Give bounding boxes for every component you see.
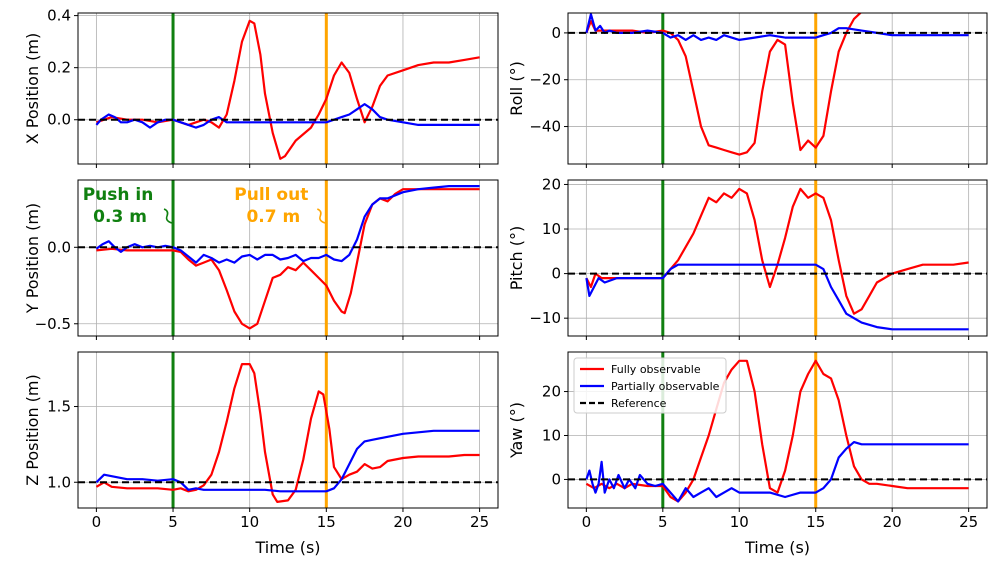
- x-tick-label: 20: [393, 513, 412, 531]
- y-axis-label: Roll (°): [507, 61, 526, 116]
- y-tick-label: 0: [551, 470, 561, 488]
- x-tick-label: 10: [730, 513, 749, 531]
- x-tick-label: 15: [806, 513, 825, 531]
- axes-frame: [567, 351, 988, 509]
- annotation-line-1: Push in: [83, 185, 154, 205]
- annotation-line-2: 0.7 m: [246, 207, 300, 227]
- series-line: [96, 19, 480, 160]
- x-axis-label: Time (s): [744, 538, 810, 557]
- y-axis-label: Y Position (m): [23, 203, 42, 314]
- y-tick-label: −40: [529, 118, 561, 136]
- x-tick-label: 20: [883, 513, 902, 531]
- legend: Fully observable Partially observable Refe…: [573, 357, 727, 414]
- y-tick-label: 10: [542, 220, 561, 238]
- y-tick-label: −20: [529, 71, 561, 89]
- legend-label: Partially observable: [611, 380, 720, 393]
- series-line: [585, 263, 969, 331]
- axes-frame: [77, 351, 499, 509]
- subplot-5: −10 0 10 20 Pitch (°): [507, 175, 988, 340]
- series-line: [585, 13, 969, 41]
- y-tick-label: 1.5: [47, 398, 71, 416]
- y-tick-label: 0.2: [47, 59, 71, 77]
- y-tick-label: 0.0: [47, 111, 71, 129]
- subplot-3: 0 5 10 15 20 25 1.0 1.5 Z Position (m) Time (s): [23, 351, 499, 557]
- annotation-line-1: Pull out: [234, 185, 308, 205]
- y-tick-label: 20: [542, 383, 561, 401]
- y-tick-label: 1.0: [47, 473, 71, 491]
- axes-frame: [567, 12, 988, 165]
- y-tick-label: 0: [551, 24, 561, 42]
- annotation-line-2: 0.3 m: [93, 207, 147, 227]
- axes-frame: [77, 12, 499, 165]
- series-line: [95, 103, 480, 129]
- annotation-squiggle: [163, 208, 173, 224]
- subplot-2: −0.5 0.0 Y Position (m) Push in0.3 m Pull ou…: [23, 179, 499, 340]
- x-tick-label: 5: [658, 513, 668, 531]
- subplot-6: 0 5 10 15 20 25 0 10 20 Yaw (°) Time (s) Fully obse…: [507, 351, 988, 557]
- y-tick-label: −0.5: [35, 315, 71, 333]
- legend-label: Fully observable: [611, 363, 701, 376]
- y-axis-label: Pitch (°): [507, 226, 526, 291]
- axes-frame: [567, 179, 988, 337]
- axes-frame: [77, 179, 499, 337]
- series-line: [96, 188, 480, 330]
- series-line: [585, 359, 969, 503]
- y-axis-label: Z Position (m): [23, 374, 42, 486]
- y-tick-label: 0: [551, 265, 561, 283]
- annotation-squiggle: [316, 208, 326, 224]
- series-line: [95, 429, 480, 493]
- subplot-1: 0.0 0.2 0.4 X Position (m): [23, 7, 499, 168]
- series-line: [585, 187, 969, 315]
- series-line: [585, 441, 969, 503]
- series-line: [95, 363, 480, 503]
- x-tick-label: 0: [92, 513, 102, 531]
- legend-label: Reference: [611, 397, 667, 410]
- y-tick-label: 10: [542, 426, 561, 444]
- y-tick-label: 20: [542, 175, 561, 193]
- x-tick-label: 0: [582, 513, 592, 531]
- x-tick-label: 25: [470, 513, 489, 531]
- legend-box: [573, 357, 727, 414]
- y-tick-label: 0.0: [47, 238, 71, 256]
- y-axis-label: X Position (m): [23, 33, 42, 145]
- y-tick-label: −10: [529, 309, 561, 327]
- x-tick-label: 5: [168, 513, 178, 531]
- x-tick-label: 15: [317, 513, 336, 531]
- y-axis-label: Yaw (°): [507, 402, 526, 459]
- x-axis-label: Time (s): [254, 538, 320, 557]
- y-tick-label: 0.4: [47, 7, 71, 25]
- subplot-4: −40 −20 0 Roll (°): [507, 12, 988, 168]
- x-tick-label: 25: [959, 513, 978, 531]
- x-tick-label: 10: [240, 513, 259, 531]
